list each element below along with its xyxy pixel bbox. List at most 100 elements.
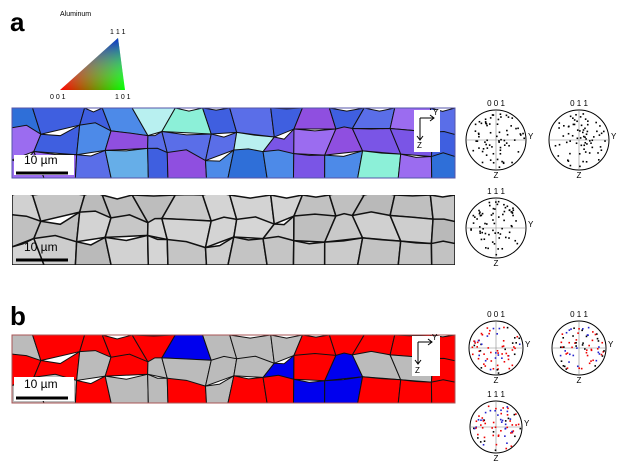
pole-point [503, 210, 506, 213]
pf-axis-label: Y [524, 419, 530, 428]
pole-point [558, 122, 561, 124]
pole-point [579, 116, 582, 118]
pole-point [486, 139, 488, 142]
pole-point [477, 433, 479, 436]
pole-point [488, 144, 491, 146]
pole-point [575, 341, 577, 344]
pole-point [598, 353, 601, 355]
pole-point [477, 339, 480, 342]
pole-point [511, 424, 514, 426]
pole-point [502, 339, 505, 342]
pole-point [474, 123, 477, 126]
pole-point [492, 229, 494, 232]
pole-point [568, 341, 571, 344]
pole-point [482, 228, 484, 230]
pole-point [499, 418, 502, 421]
pole-point [476, 218, 478, 220]
pole-point [596, 337, 599, 340]
pole-point [512, 214, 514, 217]
pole-point [490, 351, 492, 354]
pole-point [475, 426, 478, 428]
pole-point [576, 137, 579, 140]
pf-axis-label: Z [494, 454, 499, 463]
pole-point [483, 363, 485, 365]
pole-point [480, 419, 482, 422]
pole-point [572, 354, 575, 357]
grain [262, 235, 295, 265]
pole-point [488, 204, 491, 207]
pole-point [518, 337, 521, 340]
pole-point [513, 346, 515, 348]
pole-point [568, 361, 570, 363]
pole-point [575, 113, 577, 116]
pole-point [497, 352, 499, 354]
pole-point [484, 365, 487, 367]
pf-axis-label: Z [494, 171, 499, 180]
pole-point [513, 139, 516, 141]
pole-point [562, 135, 565, 137]
pole-point [591, 339, 594, 342]
pole-point [485, 223, 488, 225]
pole-point [503, 144, 506, 146]
grain [429, 195, 455, 223]
pole-point [481, 427, 484, 429]
pole-point [569, 164, 572, 167]
pole-point [517, 151, 520, 153]
grain [292, 239, 326, 265]
pole-point [484, 422, 487, 425]
panel-label: a [10, 7, 25, 37]
pole-point [504, 427, 507, 430]
pole-point [508, 209, 511, 211]
pole-point [492, 327, 495, 330]
pole-point [510, 445, 513, 448]
pole-point [503, 219, 505, 222]
pole-point [496, 364, 499, 367]
pole-point [472, 214, 475, 217]
pf-axis-label: Z [494, 376, 499, 385]
pole-point [581, 344, 584, 346]
pole-point [516, 335, 519, 338]
pole-point [484, 121, 487, 123]
pole-point [589, 140, 591, 142]
pole-point [582, 160, 584, 163]
pole-point [512, 207, 514, 210]
pole-point [485, 154, 488, 156]
pole-point [567, 159, 569, 162]
pole-point [561, 346, 564, 349]
grain [324, 150, 364, 178]
pole-point [575, 142, 578, 145]
pole-point [582, 113, 585, 115]
pole-point [485, 143, 487, 146]
pole-point [558, 127, 560, 129]
pole-point [599, 125, 601, 127]
pole-point [489, 131, 492, 134]
pole-point [484, 118, 487, 121]
pole-point [514, 347, 516, 350]
pf-label: 0 1 1 [570, 310, 588, 319]
grain-image [12, 195, 455, 265]
pf-axis-label: Z [577, 376, 582, 385]
legend-title: Aluminum [60, 11, 91, 18]
grain [323, 237, 364, 265]
pole-point [486, 335, 489, 337]
pole-point [511, 225, 513, 228]
pole-point [587, 334, 589, 336]
pole-point [481, 212, 484, 215]
pole-point [590, 360, 592, 362]
pf-axis-label: Y [608, 340, 614, 349]
pole-point [498, 131, 501, 134]
pole-point [471, 346, 474, 349]
map-frame [11, 107, 456, 179]
grain [292, 378, 326, 403]
pole-point [578, 328, 580, 330]
pole-point [478, 147, 480, 149]
pole-point [565, 141, 568, 144]
pole-point [502, 407, 505, 409]
pole-point [599, 146, 602, 148]
pole-point [493, 243, 496, 245]
pole-point [479, 211, 481, 213]
pole-point [515, 220, 517, 222]
pole-point [492, 207, 495, 210]
pole-point [479, 232, 481, 234]
pole-point [511, 211, 514, 214]
